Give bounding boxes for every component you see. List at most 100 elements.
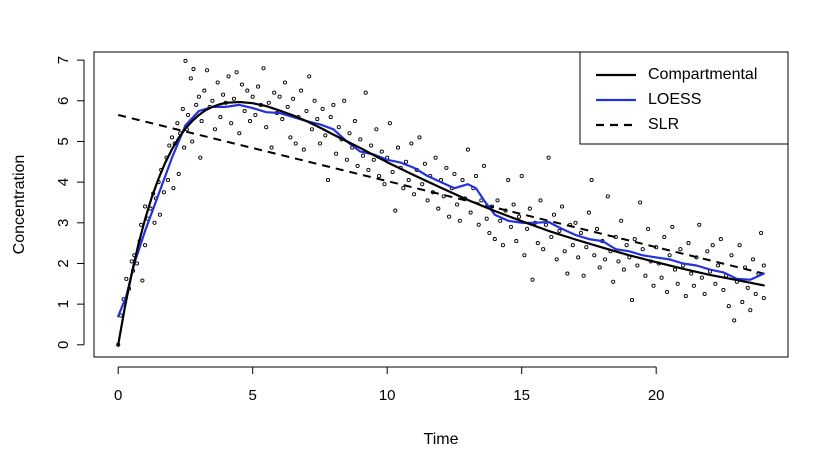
data-point — [315, 117, 320, 122]
data-point — [460, 178, 465, 183]
data-point — [578, 230, 583, 236]
data-point — [670, 224, 675, 229]
data-point — [191, 67, 196, 72]
data-point — [551, 212, 557, 217]
data-point — [167, 143, 172, 148]
x-tick-label: 15 — [513, 387, 530, 404]
data-point — [616, 259, 621, 264]
data-point — [441, 194, 446, 199]
data-point — [253, 112, 258, 118]
data-point — [481, 163, 487, 168]
data-point — [678, 247, 683, 252]
data-point — [247, 119, 253, 124]
y-tick-label: 1 — [55, 300, 72, 308]
data-point — [226, 74, 231, 79]
data-point — [382, 182, 387, 187]
data-point — [412, 192, 417, 197]
x-axis: 0 5 10 15 20 — [114, 366, 665, 404]
data-point — [264, 125, 269, 130]
data-point — [360, 153, 366, 158]
data-point — [457, 218, 462, 223]
y-axis-label: Concentration — [11, 155, 28, 255]
data-point — [675, 281, 680, 286]
data-point — [288, 135, 293, 140]
y-tick-label: 4 — [55, 178, 72, 186]
data-point — [175, 121, 180, 126]
data-point — [664, 289, 670, 294]
data-point — [422, 161, 427, 166]
data-point — [366, 167, 371, 172]
data-point — [363, 90, 368, 95]
y-axis: 0 1 2 3 4 5 6 7 — [55, 56, 85, 349]
data-point — [285, 104, 290, 109]
data-point — [584, 245, 589, 250]
data-point — [176, 171, 181, 177]
data-point — [320, 106, 325, 111]
y-tick-label: 3 — [55, 219, 72, 227]
data-point — [646, 226, 651, 231]
data-point — [377, 173, 382, 179]
data-point — [406, 178, 411, 183]
data-point — [299, 88, 304, 93]
data-point — [199, 119, 204, 124]
data-point — [374, 127, 379, 132]
data-point — [498, 218, 503, 223]
data-point — [212, 127, 218, 132]
data-point — [468, 210, 473, 215]
data-point — [221, 92, 226, 97]
data-point — [165, 178, 171, 183]
y-tick-label: 7 — [55, 56, 72, 64]
data-point — [425, 198, 430, 203]
data-point — [452, 171, 457, 177]
data-point — [401, 186, 406, 191]
data-point — [745, 285, 750, 290]
x-axis-label: Time — [424, 431, 459, 448]
y-tick-label: 0 — [55, 341, 72, 349]
data-point — [342, 98, 347, 103]
data-point — [740, 300, 745, 305]
data-point — [546, 155, 551, 160]
data-point — [336, 125, 341, 130]
data-point — [511, 202, 516, 207]
data-point — [291, 96, 296, 101]
data-point — [140, 278, 145, 283]
data-point — [171, 186, 176, 191]
data-point — [447, 214, 452, 219]
data-point — [487, 230, 492, 236]
data-point — [325, 178, 331, 183]
data-point — [629, 298, 635, 303]
data-point — [183, 58, 188, 63]
data-point — [589, 178, 594, 183]
data-point — [393, 208, 398, 213]
data-point — [309, 127, 314, 132]
data-point — [519, 173, 524, 179]
data-point — [196, 94, 201, 99]
data-point — [621, 267, 626, 272]
series-line-slr — [117, 114, 765, 275]
data-point — [554, 257, 559, 262]
data-point — [761, 295, 766, 301]
data-point — [716, 263, 721, 268]
data-point — [662, 234, 667, 240]
data-point — [525, 226, 530, 231]
data-point — [347, 131, 352, 136]
data-point — [182, 145, 187, 150]
data-point — [204, 68, 210, 73]
data-point — [143, 204, 148, 209]
data-point — [549, 234, 554, 240]
data-point — [331, 102, 336, 107]
data-point — [562, 249, 567, 254]
data-point — [293, 141, 298, 146]
data-point — [522, 253, 527, 258]
data-point — [570, 243, 575, 248]
data-point — [239, 82, 244, 87]
series-line-compartmental — [117, 100, 765, 346]
data-point — [231, 96, 236, 101]
plot-frame — [93, 51, 789, 358]
data-point — [697, 222, 702, 227]
data-point — [272, 90, 277, 95]
data-point — [672, 267, 678, 272]
data-point — [436, 206, 441, 211]
data-point — [194, 102, 199, 107]
data-point — [689, 271, 694, 276]
